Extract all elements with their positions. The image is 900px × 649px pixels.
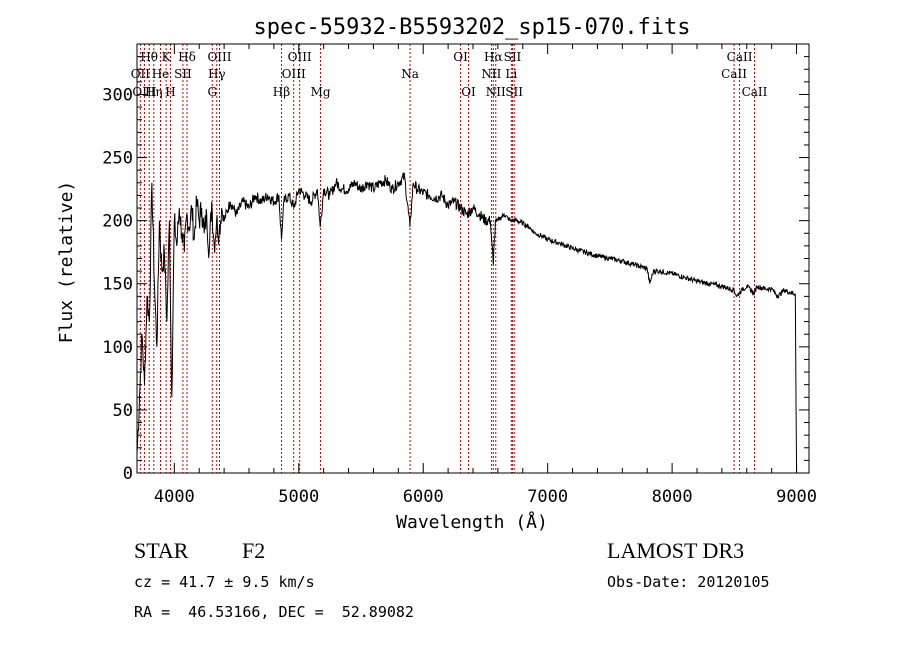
spectral-line-markers <box>139 44 755 473</box>
axis-ticks: 4000 5000 6000 7000 8000 9000 0 50 100 150 200 250 3… <box>102 44 817 507</box>
line-label: OIII <box>132 85 156 99</box>
x-axis-label: Wavelength (Å) <box>396 511 548 533</box>
line-label: OI <box>461 85 476 99</box>
line-label: SII <box>174 67 192 81</box>
line-label: Hβ <box>273 85 290 99</box>
x-tick-label: 9000 <box>776 487 817 507</box>
y-tick-label: 300 <box>102 85 133 105</box>
x-tick-label: 8000 <box>652 487 693 507</box>
line-label: H <box>165 85 175 99</box>
x-tick-label: 7000 <box>527 487 568 507</box>
line-label: OIII <box>207 50 231 64</box>
line-label: He <box>152 67 170 81</box>
x-tick-label: 5000 <box>278 487 319 507</box>
line-label: Hδ <box>178 50 196 64</box>
spectrum-line <box>136 172 798 474</box>
object-class: F2 <box>242 538 266 563</box>
x-tick-label: 6000 <box>403 487 444 507</box>
line-label: OI <box>453 50 468 64</box>
line-label: SII <box>504 50 522 64</box>
line-label: G <box>207 85 217 99</box>
y-tick-label: 200 <box>102 212 133 232</box>
survey-name: LAMOST DR3 <box>607 538 745 563</box>
line-label: Hη <box>145 85 163 99</box>
line-label: Li <box>505 67 517 81</box>
line-label: Mg <box>311 85 331 99</box>
line-label: Na <box>401 67 419 81</box>
line-label: OII <box>131 67 151 81</box>
x-tick-label: 4000 <box>154 487 195 507</box>
line-label: NII <box>486 85 506 99</box>
observation-date: Obs-Date: 20120105 <box>607 573 770 591</box>
line-label: CaII <box>742 85 768 99</box>
y-tick-label: 0 <box>123 464 133 484</box>
line-label: K <box>162 50 172 64</box>
redshift-cz: cz = 41.7 ± 9.5 km/s <box>134 573 315 591</box>
y-tick-label: 50 <box>113 401 133 421</box>
line-label: SII <box>505 85 523 99</box>
y-tick-label: 250 <box>102 149 133 169</box>
line-label: Hθ <box>140 50 158 64</box>
plot-frame <box>136 43 810 474</box>
y-axis-label: Flux (relative) <box>56 181 77 344</box>
line-label: CaII <box>727 50 753 64</box>
line-label: OIII <box>288 50 312 64</box>
line-label: CaII <box>721 67 747 81</box>
chart-title: spec-55932-B5593202_sp15-070.fits <box>253 15 690 40</box>
line-label: Hα <box>484 50 503 64</box>
y-tick-label: 150 <box>102 275 133 295</box>
y-tick-label: 100 <box>102 338 133 358</box>
ra-dec-coordinates: RA = 46.53166, DEC = 52.89082 <box>134 603 414 621</box>
line-label: Hγ <box>208 67 226 81</box>
line-label: OIII <box>282 67 306 81</box>
object-type: STAR <box>134 538 189 563</box>
line-label: NII <box>481 67 501 81</box>
